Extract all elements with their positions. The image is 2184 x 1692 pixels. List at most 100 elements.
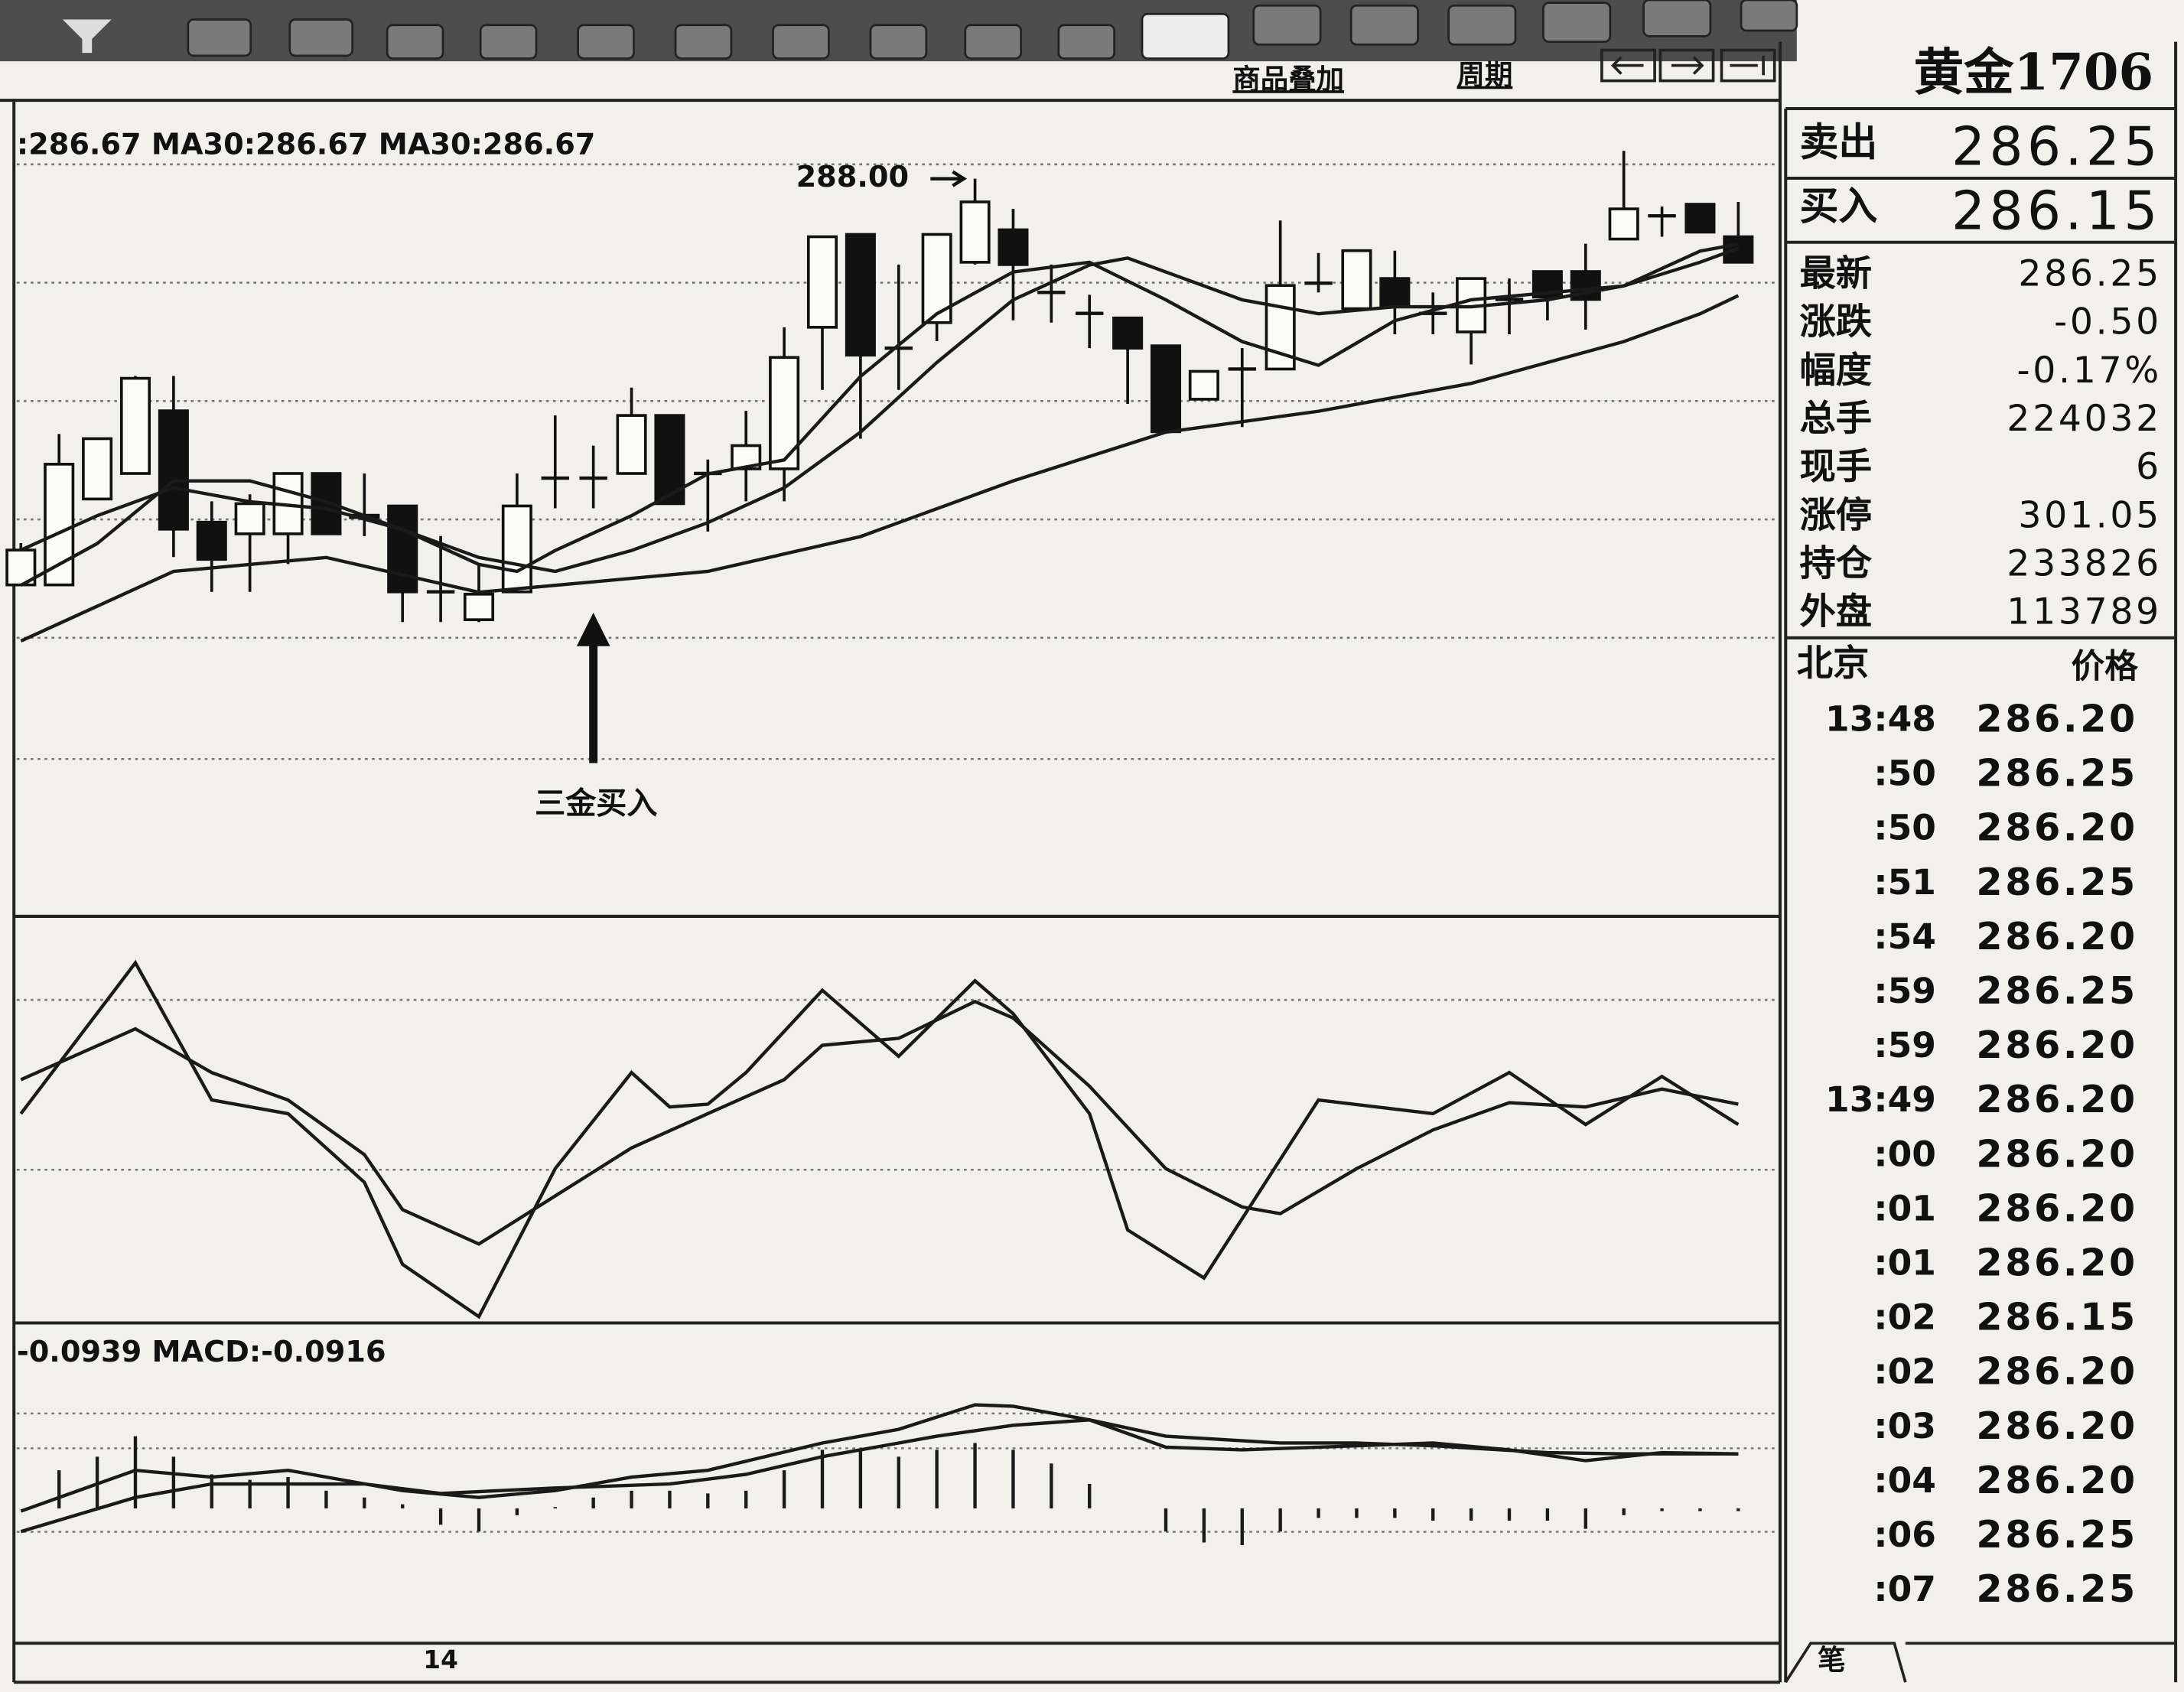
ma-legend: :286.67 MA30:286.67 MA30:286.67: [17, 129, 596, 162]
candle-up: [959, 200, 991, 264]
tool-button[interactable]: [772, 24, 830, 60]
tool-button[interactable]: [869, 24, 928, 60]
panel-frames: [0, 41, 1782, 1684]
tool-button[interactable]: [187, 18, 252, 57]
tick-price: 286.25: [1976, 860, 2137, 904]
stat-value: -0.17%: [2017, 350, 2162, 392]
ticks-header-price: 价格: [2072, 647, 2140, 686]
tool-button[interactable]: [288, 18, 354, 57]
tick-price: 286.20: [1976, 805, 2137, 850]
sell-price: 286.25: [1951, 117, 2162, 178]
stat-value: 301.05: [2018, 494, 2161, 536]
tick-price: 286.20: [1976, 914, 2137, 958]
tool-button[interactable]: [674, 24, 733, 60]
tick-time: :50: [1873, 753, 1936, 794]
tab-label[interactable]: 笔: [1818, 1643, 1845, 1676]
tool-button[interactable]: [386, 24, 444, 60]
candle-down: [1150, 344, 1182, 434]
tick-price: 286.25: [1976, 751, 2137, 796]
nav-right[interactable]: [1658, 48, 1715, 83]
candle-up: [616, 414, 647, 475]
tick-price: 286.25: [1976, 968, 2137, 1013]
stat-label: 涨停: [1799, 494, 1872, 536]
tick-time: :59: [1873, 971, 1936, 1011]
tick-price: 286.20: [1976, 1404, 2137, 1448]
candle-down: [387, 504, 418, 594]
stat-label: 涨跌: [1799, 301, 1872, 343]
tick-time: :02: [1873, 1352, 1936, 1392]
tick-price: 286.25: [1976, 1567, 2137, 1611]
tool-button[interactable]: [479, 24, 538, 60]
candle-up: [1608, 207, 1639, 241]
candle-down: [1684, 203, 1716, 234]
price-annotation: 288.00: [796, 161, 909, 194]
quote-panel: 黄金1706 卖出 286.25 买入 286.15 北京 价格 笔: [1784, 41, 2178, 1684]
tool-button[interactable]: [1447, 4, 1517, 46]
candle-down: [1112, 316, 1144, 350]
candle-up: [501, 504, 532, 594]
buy-annotation: 三金买入: [535, 786, 657, 821]
indicator-line: [20, 246, 1740, 587]
stat-label: 外盘: [1799, 591, 1872, 633]
quote-title: 黄金1706: [1914, 43, 2153, 102]
indicator-line: [20, 999, 1739, 1246]
candle-up: [1188, 369, 1219, 401]
tick-price: 286.20: [1976, 1349, 2137, 1394]
stat-label: 持仓: [1799, 543, 1872, 585]
overlay-link[interactable]: 商品叠加: [1232, 63, 1344, 96]
nav-zoom[interactable]: [1720, 48, 1776, 83]
nav-left[interactable]: [1600, 48, 1656, 83]
toolbar: 商品叠加 周期: [0, 0, 1798, 96]
tick-time: :04: [1873, 1460, 1936, 1501]
candle-up: [119, 376, 151, 475]
tick-price: 286.20: [1976, 1077, 2137, 1121]
tick-price: 286.20: [1976, 697, 2137, 741]
stat-value: 113789: [2007, 591, 2162, 633]
candle-up: [44, 463, 75, 587]
candle-up: [234, 502, 265, 535]
stat-value: -0.50: [2054, 301, 2162, 343]
candle-up: [769, 356, 800, 470]
tool-button[interactable]: [1642, 0, 1712, 37]
stat-label: 幅度: [1799, 350, 1872, 392]
candle-up: [731, 444, 762, 470]
tick-time: :59: [1873, 1025, 1936, 1066]
stat-value: 224032: [2007, 398, 2162, 440]
tool-button[interactable]: [1542, 2, 1612, 43]
indicator-line: [20, 294, 1740, 643]
tick-time: :01: [1873, 1188, 1936, 1228]
tick-time: :50: [1873, 808, 1936, 848]
tick-time: 13:48: [1825, 699, 1936, 740]
candle-down: [1570, 270, 1601, 301]
candle-up: [806, 235, 838, 329]
candle-down: [196, 520, 227, 561]
tool-button-active[interactable]: [1141, 12, 1230, 60]
tick-time: :51: [1873, 862, 1936, 903]
tick-price: 286.20: [1976, 1240, 2137, 1284]
period-link[interactable]: 周期: [1457, 59, 1513, 92]
tick-price: 286.25: [1976, 1512, 2137, 1557]
tool-button[interactable]: [1740, 0, 1798, 32]
tool-button[interactable]: [1252, 4, 1322, 46]
tick-price: 286.20: [1976, 1186, 2137, 1230]
tool-button[interactable]: [964, 24, 1023, 60]
filter-icon[interactable]: [62, 19, 112, 54]
tool-button[interactable]: [1057, 24, 1115, 60]
tick-price: 286.15: [1976, 1295, 2137, 1339]
buy-arrow: [576, 613, 610, 763]
annotation-arrow: [930, 170, 968, 187]
tick-time: :00: [1873, 1134, 1936, 1174]
candle-down: [1379, 277, 1411, 308]
tick-time: :06: [1873, 1515, 1936, 1555]
tool-button[interactable]: [1349, 4, 1419, 46]
tool-button[interactable]: [577, 24, 635, 60]
tick-price: 286.20: [1976, 1458, 2137, 1502]
tick-time: 13:49: [1825, 1079, 1936, 1120]
indicator-line: [19, 959, 1740, 1319]
indicator-line: [20, 242, 1739, 574]
candle-up: [82, 437, 113, 501]
candle-up: [463, 592, 495, 621]
candle-down: [845, 233, 876, 357]
